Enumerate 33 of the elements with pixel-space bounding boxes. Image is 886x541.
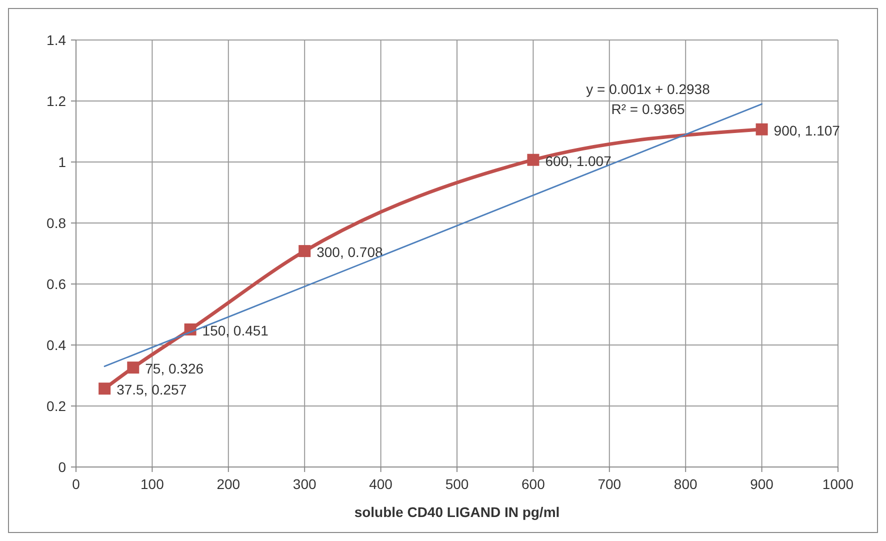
y-tick-label: 0.6 (46, 276, 66, 292)
y-tick-label: 0 (58, 459, 66, 475)
x-tick-label: 200 (216, 476, 240, 492)
y-tick-label: 1.2 (46, 93, 66, 109)
point (298, 245, 311, 258)
x-tick-label: 600 (522, 476, 546, 492)
x-tick-label: 700 (598, 476, 622, 492)
x-tick-label: 800 (674, 476, 698, 492)
x-tick-label: 300 (292, 476, 316, 492)
data-label: 600, 1.007 (545, 152, 612, 169)
annotation: R² = 0.9365 (611, 101, 685, 117)
point (756, 123, 768, 136)
x-axis-title: soluble CD40 LIGAND IN pg/ml (354, 504, 560, 520)
y-tick-label: 0.8 (46, 215, 66, 231)
annotation: y = 0.001x + 0.2938 (586, 81, 710, 97)
x-tick-label: 400 (369, 476, 393, 492)
y-tick-label: 0.4 (46, 337, 66, 353)
x-tick-label: 100 (140, 476, 164, 492)
y-tick-label: 1.4 (46, 32, 66, 48)
data-label: 37.5, 0.257 (116, 382, 187, 398)
point (127, 362, 140, 374)
x-tick-label: 900 (750, 476, 774, 492)
x-tick-label: 500 (445, 476, 469, 492)
data-label: 900, 1.107 (774, 122, 840, 138)
data-label: 150, 0.451 (202, 322, 269, 338)
data-label: 300, 0.708 (316, 244, 383, 260)
y-tick-label: 1 (58, 154, 66, 170)
data-label: 75, 0.326 (145, 360, 204, 377)
point (98, 382, 111, 395)
y-tick-label: 0.2 (46, 398, 66, 414)
x-tick-label: 0 (72, 476, 80, 492)
point (527, 154, 540, 166)
x-tick-label: 1000 (822, 476, 854, 492)
